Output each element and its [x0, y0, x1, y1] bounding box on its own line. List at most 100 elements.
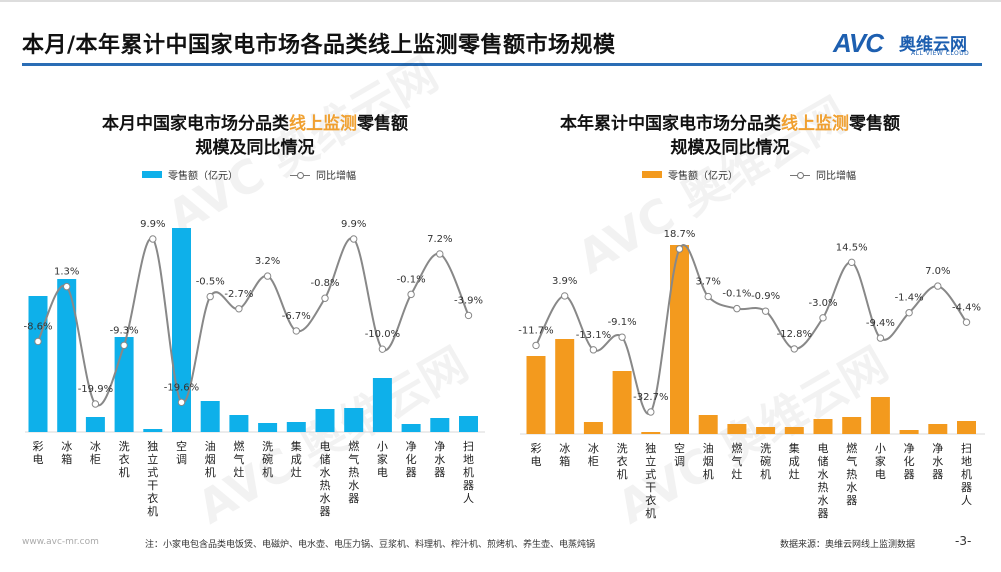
bar-冰柜 — [583, 422, 603, 434]
yoy-data-label: -19.6% — [164, 382, 199, 393]
yoy-data-label: -0.1% — [397, 274, 426, 285]
bar-燃气热水器 — [344, 408, 364, 432]
legend-bar-label: 零售额（亿元） — [168, 171, 238, 182]
category-label: 地 — [463, 453, 474, 466]
yoy-point — [62, 282, 71, 291]
bar-洗衣机 — [612, 371, 632, 434]
yoy-point — [962, 318, 971, 326]
yoy-point — [618, 333, 626, 341]
bar-油烟机 — [698, 415, 718, 434]
page-title: 本月/本年累计中国家电市场各品类线上监测零售额市场规模 — [22, 33, 616, 58]
bar-净水器 — [430, 418, 450, 432]
yoy-data-label: -9.1% — [608, 317, 637, 328]
category-label: 净 — [904, 441, 915, 455]
chart-title-monthly: 本月中国家电市场分品类线上监测零售额 规模及同比情况 — [60, 112, 450, 160]
bar-冰箱 — [57, 279, 77, 432]
category-label: 人 — [961, 494, 972, 507]
yoy-point — [704, 292, 712, 301]
title-line2: 规模及同比情况 — [195, 138, 315, 158]
category-label: 家 — [377, 452, 388, 466]
chart-title-ytd: 本年累计中国家电市场分品类线上监测零售额 规模及同比情况 — [520, 112, 940, 160]
yoy-point — [464, 311, 473, 320]
yoy-point — [263, 272, 272, 280]
category-label: 机 — [463, 465, 474, 479]
yoy-data-label: -19.9% — [78, 384, 113, 395]
bar-小家电 — [372, 378, 392, 432]
yoy-data-label: 9.9% — [140, 219, 165, 230]
yoy-data-label: 1.3% — [54, 267, 79, 278]
category-label: 成 — [789, 455, 800, 468]
yoy-data-label: 3.7% — [695, 277, 720, 288]
bar-集成灶 — [286, 422, 306, 432]
category-label: 气 — [348, 452, 359, 466]
footer-url: www.avc-mr.com — [22, 537, 99, 547]
bar-燃气热水器 — [842, 417, 862, 434]
bar-空调 — [172, 228, 191, 432]
legend-bar-swatch — [642, 171, 662, 178]
yoy-point — [876, 334, 885, 342]
category-label: 油 — [205, 439, 216, 453]
category-label: 水 — [932, 455, 943, 468]
category-label: 热 — [320, 479, 331, 492]
yoy-point — [905, 309, 913, 317]
yoy-data-label: 14.5% — [836, 242, 868, 253]
title-part: 零售额 — [849, 114, 900, 134]
category-label: 热 — [846, 468, 857, 481]
category-label: 化 — [406, 452, 417, 466]
category-label: 碗 — [262, 452, 273, 466]
category-label: 器 — [932, 468, 943, 481]
category-label: 机 — [262, 465, 273, 479]
category-label: 式 — [645, 468, 656, 481]
yoy-data-label: -0.1% — [722, 289, 751, 300]
category-label: 水 — [434, 453, 445, 466]
category-label: 衣 — [119, 452, 130, 466]
category-label: 冰 — [90, 440, 101, 453]
category-label: 人 — [463, 492, 474, 505]
bar-彩电 — [526, 356, 546, 434]
category-label: 灶 — [233, 466, 244, 479]
category-label: 水 — [818, 494, 829, 507]
category-label: 立 — [645, 454, 656, 468]
category-label: 冰 — [559, 442, 570, 455]
yoy-point — [292, 327, 300, 335]
bar-空调 — [670, 245, 689, 434]
category-label: 热 — [818, 481, 829, 494]
category-label: 化 — [904, 454, 915, 468]
category-label: 独 — [147, 440, 158, 453]
category-label: 机 — [147, 504, 158, 518]
title-highlight: 线上监测 — [781, 114, 849, 134]
yoy-data-label: -12.8% — [777, 329, 812, 340]
title-part: 本年累计中国家电市场分品类 — [560, 114, 781, 134]
category-label: 冰 — [588, 442, 599, 455]
category-label: 燃 — [731, 441, 742, 455]
category-label: 电 — [531, 455, 542, 468]
category-label: 燃 — [846, 441, 857, 455]
legend-bar-label: 零售额（亿元） — [668, 171, 738, 182]
category-label: 成 — [291, 453, 302, 466]
category-label: 器 — [434, 466, 445, 479]
category-label: 燃 — [348, 439, 359, 453]
category-label: 机 — [760, 467, 771, 481]
category-label: 电 — [377, 466, 388, 479]
yoy-point — [819, 314, 827, 322]
category-label: 气 — [731, 454, 742, 468]
bar-独立式干衣机 — [641, 432, 661, 434]
category-label: 气 — [233, 452, 244, 466]
category-label: 水 — [320, 466, 331, 479]
category-label: 洗 — [119, 440, 130, 453]
category-label: 储 — [320, 452, 331, 466]
category-label: 衣 — [645, 493, 656, 507]
category-label: 水 — [818, 468, 829, 481]
bar-净化器 — [401, 424, 421, 432]
category-label: 器 — [961, 481, 972, 494]
category-label: 烟 — [703, 454, 714, 468]
category-label: 扫 — [961, 442, 972, 455]
category-label: 器 — [818, 507, 829, 520]
title-rule — [22, 63, 982, 66]
yoy-data-label: 3.2% — [255, 256, 280, 267]
category-label: 家 — [875, 454, 886, 468]
category-label: 灶 — [731, 468, 742, 481]
yoy-data-label: -9.3% — [110, 325, 139, 336]
